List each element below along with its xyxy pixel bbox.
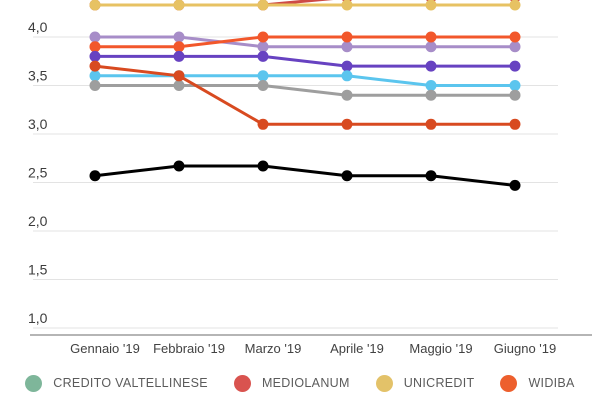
y-axis-tick-label: 3,5 — [28, 68, 48, 84]
series-line — [94, 64, 515, 126]
legend-item-credito-valtellinese[interactable]: CREDITO VALTELLINESE — [25, 374, 208, 392]
data-point — [89, 80, 101, 91]
data-point — [173, 0, 185, 11]
legend-dot-icon — [375, 374, 393, 392]
x-axis-label: Gennaio '19 — [70, 341, 140, 356]
series-series-dark-red — [89, 60, 521, 130]
series-series-gray — [89, 80, 521, 101]
data-point — [173, 31, 185, 43]
data-point — [509, 41, 521, 53]
chart-legend: CREDITO VALTELLINESE MEDIOLANUM UNICREDIT W… — [0, 366, 600, 400]
y-axis-tick-label: 1,0 — [28, 310, 48, 326]
series-line — [94, 164, 516, 187]
y-axis-tick-label: 1,5 — [28, 262, 48, 278]
data-point — [425, 80, 437, 91]
data-point — [257, 80, 269, 91]
data-point — [173, 160, 185, 172]
data-point — [509, 31, 521, 43]
data-point — [425, 89, 437, 101]
y-axis-tick-label: 2,0 — [28, 213, 48, 229]
data-point — [89, 60, 101, 72]
legend-label: CREDITO VALTELLINESE — [53, 376, 208, 390]
y-axis-tick-label: 3,0 — [28, 116, 48, 132]
series-series-light-purple — [89, 31, 521, 53]
data-point — [341, 118, 353, 130]
legend-item-unicredit[interactable]: UNICREDIT — [375, 374, 475, 392]
series-line — [95, 84, 515, 97]
data-point — [89, 0, 101, 11]
data-point — [425, 41, 437, 53]
x-axis-label: Aprile '19 — [330, 341, 384, 356]
legend-label: WIDIBA — [528, 376, 575, 390]
data-point — [425, 170, 437, 182]
data-point — [257, 41, 269, 53]
series-series-violet — [89, 50, 521, 72]
data-point — [425, 118, 437, 130]
data-point — [257, 70, 269, 82]
data-point — [89, 170, 101, 182]
series-unicredit — [89, 0, 521, 11]
data-point — [341, 170, 353, 182]
x-axis-label: Maggio '19 — [409, 341, 472, 356]
legend-label: MEDIOLANUM — [261, 376, 350, 390]
legend-item-mediolanum[interactable]: MEDIOLANUM — [233, 374, 350, 392]
data-point — [173, 80, 185, 91]
series-line — [95, 54, 515, 68]
x-axis-label: Marzo '19 — [245, 341, 302, 356]
data-point — [257, 0, 269, 11]
series-series-light-blue — [89, 70, 521, 91]
x-axis-label: Giugno '19 — [494, 341, 556, 356]
data-point — [89, 70, 101, 82]
legend-dot-icon — [500, 374, 518, 392]
legend-item-widiba[interactable]: WIDIBA — [500, 374, 575, 392]
data-point — [425, 60, 437, 72]
series-widiba — [89, 31, 521, 53]
data-point — [173, 70, 185, 82]
data-point — [173, 50, 185, 62]
data-point — [341, 41, 353, 53]
y-axis-tick-label: 4,0 — [28, 19, 48, 35]
data-point — [341, 31, 353, 43]
series-line — [95, 35, 515, 49]
data-point — [173, 41, 185, 53]
data-point — [257, 50, 269, 62]
data-point — [509, 179, 521, 191]
series-series-black — [89, 160, 521, 191]
series-line — [95, 74, 515, 87]
data-point — [257, 160, 269, 172]
data-point — [341, 89, 353, 101]
line-chart-plot-area: 4,0 3,5 3,0 2,5 2,0 1,5 1,0 Gennaio '19 Febbraio… — [28, 0, 592, 356]
series-line — [95, 35, 515, 49]
data-point — [341, 0, 353, 11]
data-point — [89, 41, 101, 53]
y-axis-tick-label: 2,5 — [28, 165, 48, 181]
x-axis-label: Febbraio '19 — [153, 341, 225, 356]
data-point — [425, 31, 437, 43]
data-point — [257, 31, 269, 43]
data-point — [89, 50, 101, 62]
data-point — [509, 80, 521, 91]
data-point — [89, 31, 101, 43]
data-point — [257, 118, 269, 130]
data-point — [509, 0, 521, 11]
data-point — [509, 60, 521, 72]
legend-dot-icon — [233, 374, 251, 392]
data-point — [341, 70, 353, 82]
data-point — [509, 89, 521, 101]
legend-dot-icon — [25, 374, 43, 392]
data-point — [341, 60, 353, 72]
data-point — [425, 0, 437, 11]
data-point — [509, 118, 521, 130]
legend-label: UNICREDIT — [403, 376, 475, 390]
